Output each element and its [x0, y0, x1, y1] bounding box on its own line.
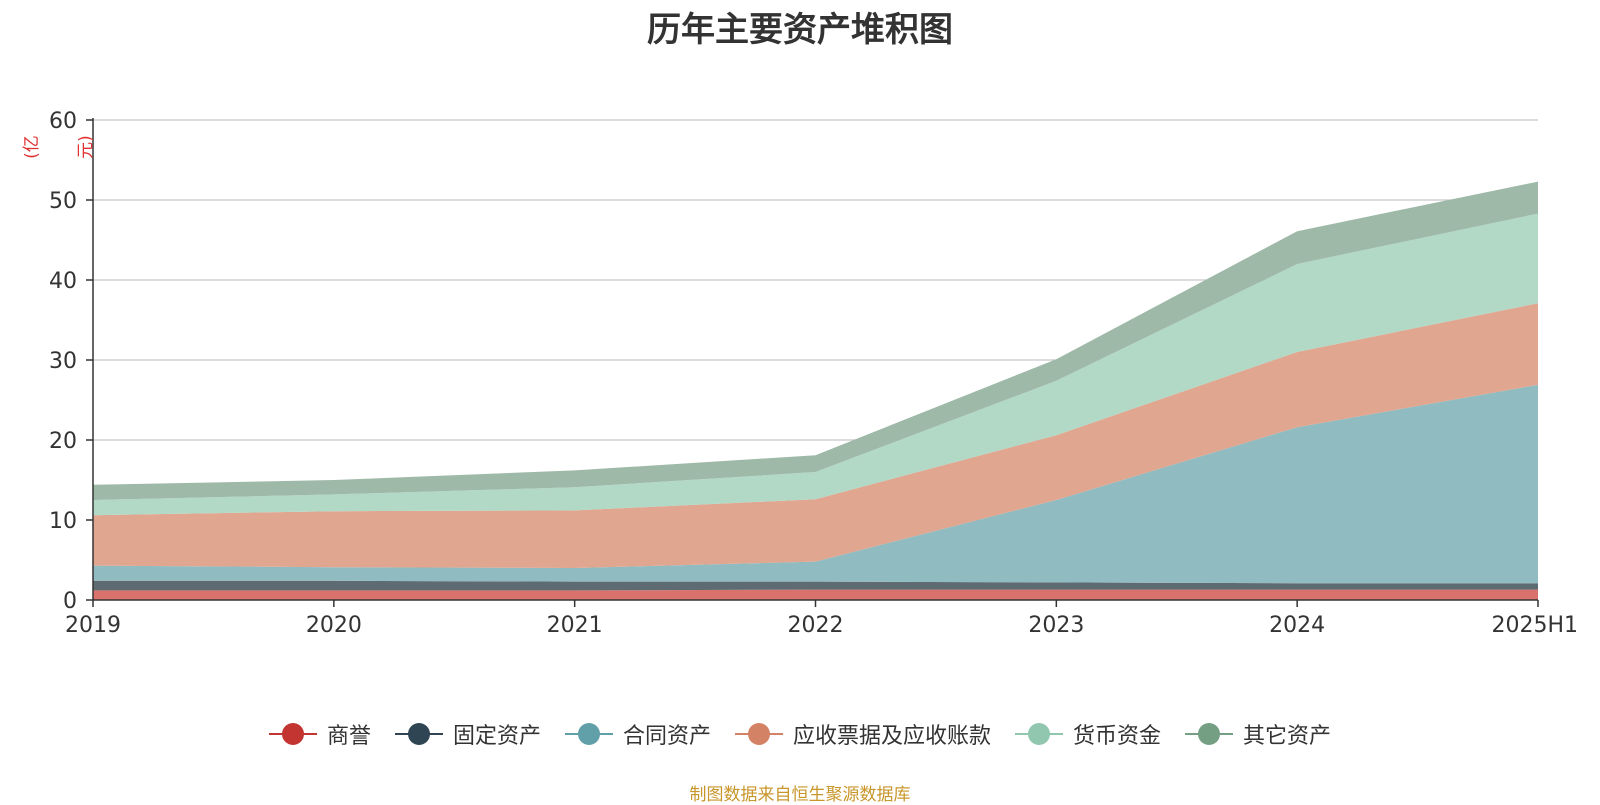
x-tick-label: 2019 — [65, 613, 121, 638]
legend-item[interactable]: 固定资产 — [394, 718, 541, 750]
area-6 — [93, 181, 1538, 500]
legend-marker-icon — [268, 723, 317, 745]
legend-label: 商誉 — [326, 724, 371, 749]
y-tick-label: 10 — [49, 509, 77, 534]
legend-marker-icon — [735, 723, 783, 745]
area-1 — [93, 589, 1538, 600]
legend-label: 合同资产 — [622, 724, 711, 749]
y-tick-label: 60 — [49, 109, 77, 134]
legend-marker-icon — [564, 723, 613, 745]
x-tick-label: 2021 — [547, 613, 603, 638]
area-4 — [93, 303, 1538, 568]
legend-item[interactable]: 应收票据及应收账款 — [735, 718, 991, 750]
y-tick-label: 0 — [63, 589, 77, 614]
x-tick-label: 2025H1 — [1491, 613, 1578, 638]
legend-label: 其它资产 — [1243, 724, 1332, 749]
x-tick-label: 2022 — [788, 613, 844, 638]
legend-marker-icon — [1015, 723, 1064, 745]
x-tick-label: 2020 — [306, 613, 362, 638]
area-3 — [93, 384, 1538, 584]
y-tick-label: 30 — [49, 349, 77, 374]
legend: 商誉 固定资产 合同资产 应收票据及应收账款 货币资金 其它资产 — [0, 718, 1600, 750]
y-axis-unit-label: (亿元) — [22, 135, 96, 159]
legend-label: 应收票据及应收账款 — [793, 724, 992, 749]
area-2 — [93, 580, 1538, 591]
axes: 0 10 20 30 40 50 60 2019 2020 2021 2022 2023 2024 202… — [49, 109, 1578, 638]
legend-item[interactable]: 其它资产 — [1185, 718, 1331, 750]
area-series — [93, 181, 1538, 600]
chart-title: 历年主要资产堆积图 — [647, 10, 953, 50]
y-tick-label: 50 — [49, 189, 77, 214]
source-note: 制图数据来自恒生聚源数据库 — [689, 785, 911, 805]
legend-item[interactable]: 商誉 — [268, 718, 371, 750]
x-tick-label: 2024 — [1269, 613, 1325, 638]
legend-item[interactable]: 货币资金 — [1015, 718, 1161, 750]
legend-label: 固定资产 — [452, 724, 541, 749]
legend-label: 货币资金 — [1073, 724, 1162, 749]
legend-marker-icon — [394, 723, 443, 745]
y-tick-label: 40 — [49, 269, 77, 294]
y-tick-label: 20 — [49, 429, 77, 454]
area-5 — [93, 213, 1538, 516]
legend-item[interactable]: 合同资产 — [564, 718, 711, 750]
legend-marker-icon — [1185, 723, 1234, 745]
x-tick-label: 2023 — [1028, 613, 1084, 638]
